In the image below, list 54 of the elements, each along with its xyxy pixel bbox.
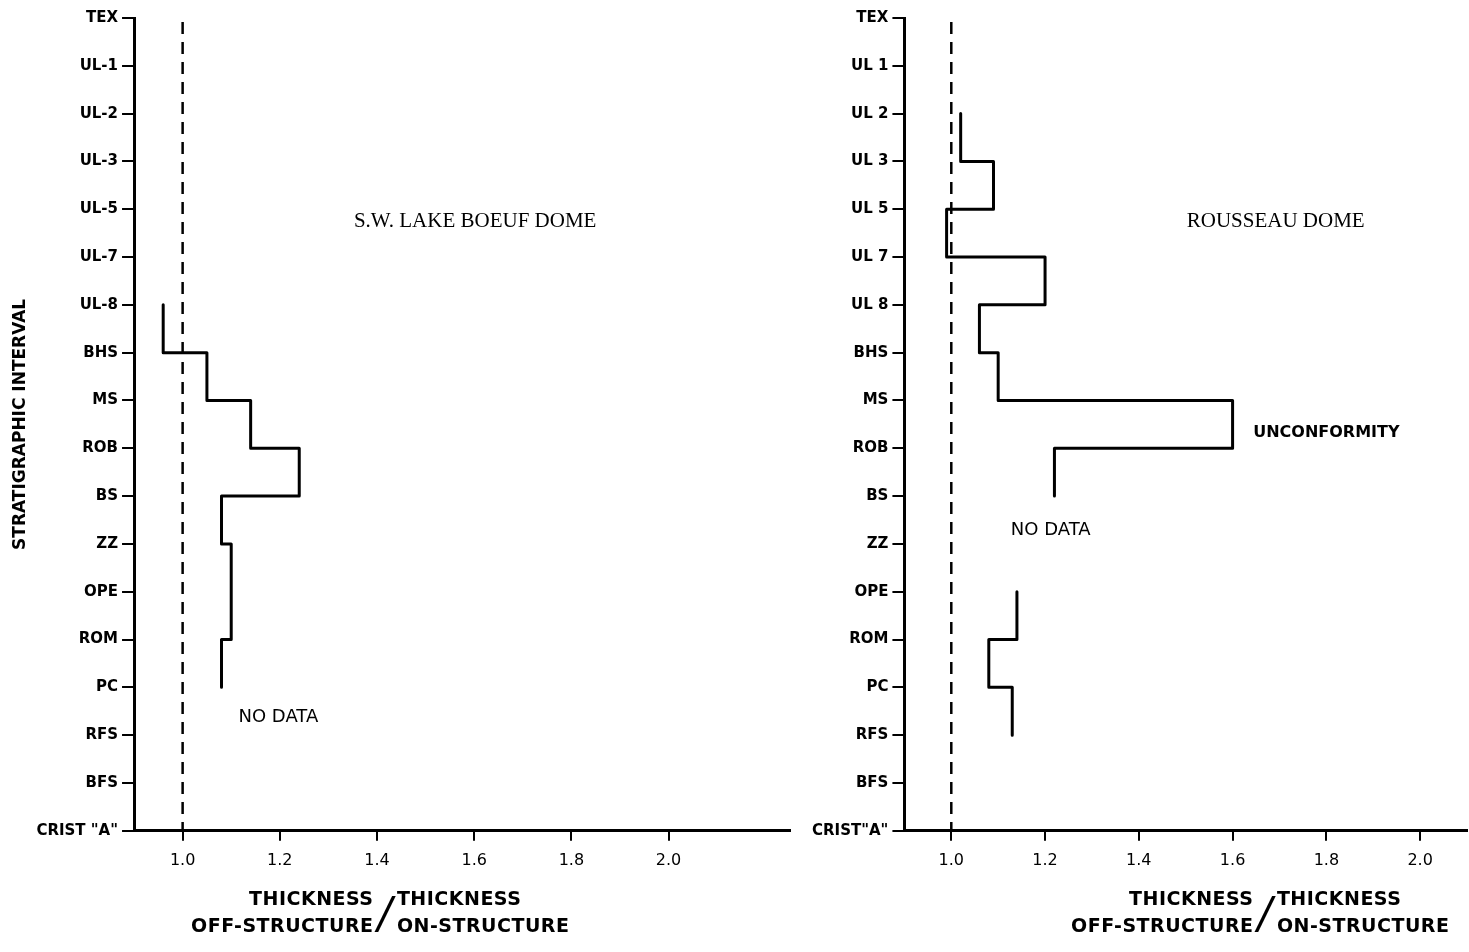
annotation: UNCONFORMITY (1253, 421, 1400, 441)
y-tick-label: UL-7 (79, 246, 119, 265)
y-tick-label: TEX (856, 7, 889, 26)
y-tick-label: ROB (852, 438, 889, 457)
y-tick-label: OPE (84, 581, 119, 600)
y-tick-label: BHS (83, 342, 119, 361)
y-axis-title: STRATIGRAPHIC INTERVAL (8, 298, 29, 550)
annotation: NO DATA (1010, 517, 1092, 539)
x-tick-label: 1.2 (1032, 849, 1058, 869)
y-tick-label: UL-1 (79, 55, 119, 74)
x-tick-label: 1.4 (1126, 849, 1152, 869)
y-tick-label: BFS (855, 772, 889, 791)
x-tick-label: 2.0 (1407, 849, 1433, 869)
y-tick-label: UL 7 (851, 246, 889, 265)
y-tick-label: UL-2 (79, 103, 119, 122)
y-tick-label: MS (92, 390, 119, 409)
text: ROUSSEAU DOME (1186, 207, 1365, 232)
y-tick-label: UL-8 (79, 294, 119, 313)
y-tick-label: RFS (85, 725, 119, 744)
y-tick-label: UL 8 (851, 294, 889, 313)
x-tick-label: 1.2 (267, 849, 293, 869)
x-tick-label: 1.6 (1219, 849, 1246, 869)
y-tick-label: RFS (855, 725, 889, 744)
y-tick-label: ROB (82, 438, 119, 457)
y-tick-label: BS (866, 486, 889, 505)
x-tick-label: 1.0 (938, 849, 965, 869)
y-tick-label: BS (95, 486, 119, 505)
y-tick-label: UL 3 (851, 151, 889, 170)
y-tick-label: BHS (853, 342, 889, 361)
x-tick-label: 1.0 (169, 849, 196, 869)
y-tick-label: ZZ (96, 533, 119, 552)
x-tick-label: 2.0 (655, 849, 682, 869)
x-tick-label: 1.8 (558, 849, 585, 869)
x-tick-label: 1.8 (1313, 849, 1340, 869)
y-tick-label: OPE (854, 581, 889, 600)
y-tick-label: ROM (78, 629, 119, 648)
y-tick-label: UL 2 (851, 103, 889, 122)
y-tick-label: CRIST "A" (36, 820, 119, 839)
y-tick-label: UL 1 (851, 55, 889, 74)
y-tick-label: UL-3 (79, 151, 119, 170)
y-tick-label: PC (866, 677, 889, 696)
text: S.W. LAKE BOEUF DOME (353, 207, 597, 232)
y-tick-label: CRIST"A" (811, 820, 889, 839)
y-tick-label: PC (96, 677, 119, 696)
y-tick-label: UL-5 (79, 199, 119, 218)
x-tick-label: 1.6 (461, 849, 487, 869)
y-tick-label: MS (862, 390, 889, 409)
y-tick-label: UL 5 (851, 199, 889, 218)
y-tick-label: TEX (85, 7, 119, 26)
x-tick-label: 1.4 (364, 849, 390, 869)
y-tick-label: ROM (849, 629, 889, 648)
annotation: NO DATA (238, 704, 319, 726)
y-tick-label: BFS (85, 772, 119, 791)
y-tick-label: ZZ (866, 533, 889, 552)
